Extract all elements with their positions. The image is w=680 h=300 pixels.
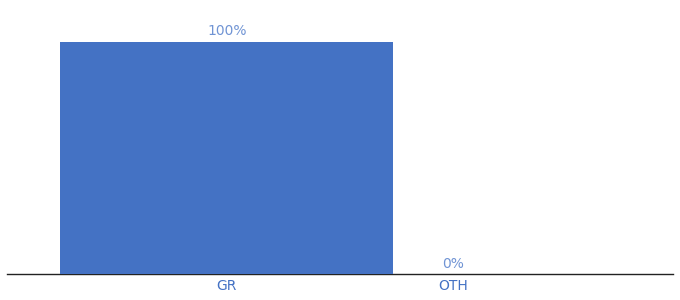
Text: 100%: 100% [207, 24, 247, 38]
Bar [61, 42, 393, 274]
Text: 0%: 0% [442, 257, 464, 271]
